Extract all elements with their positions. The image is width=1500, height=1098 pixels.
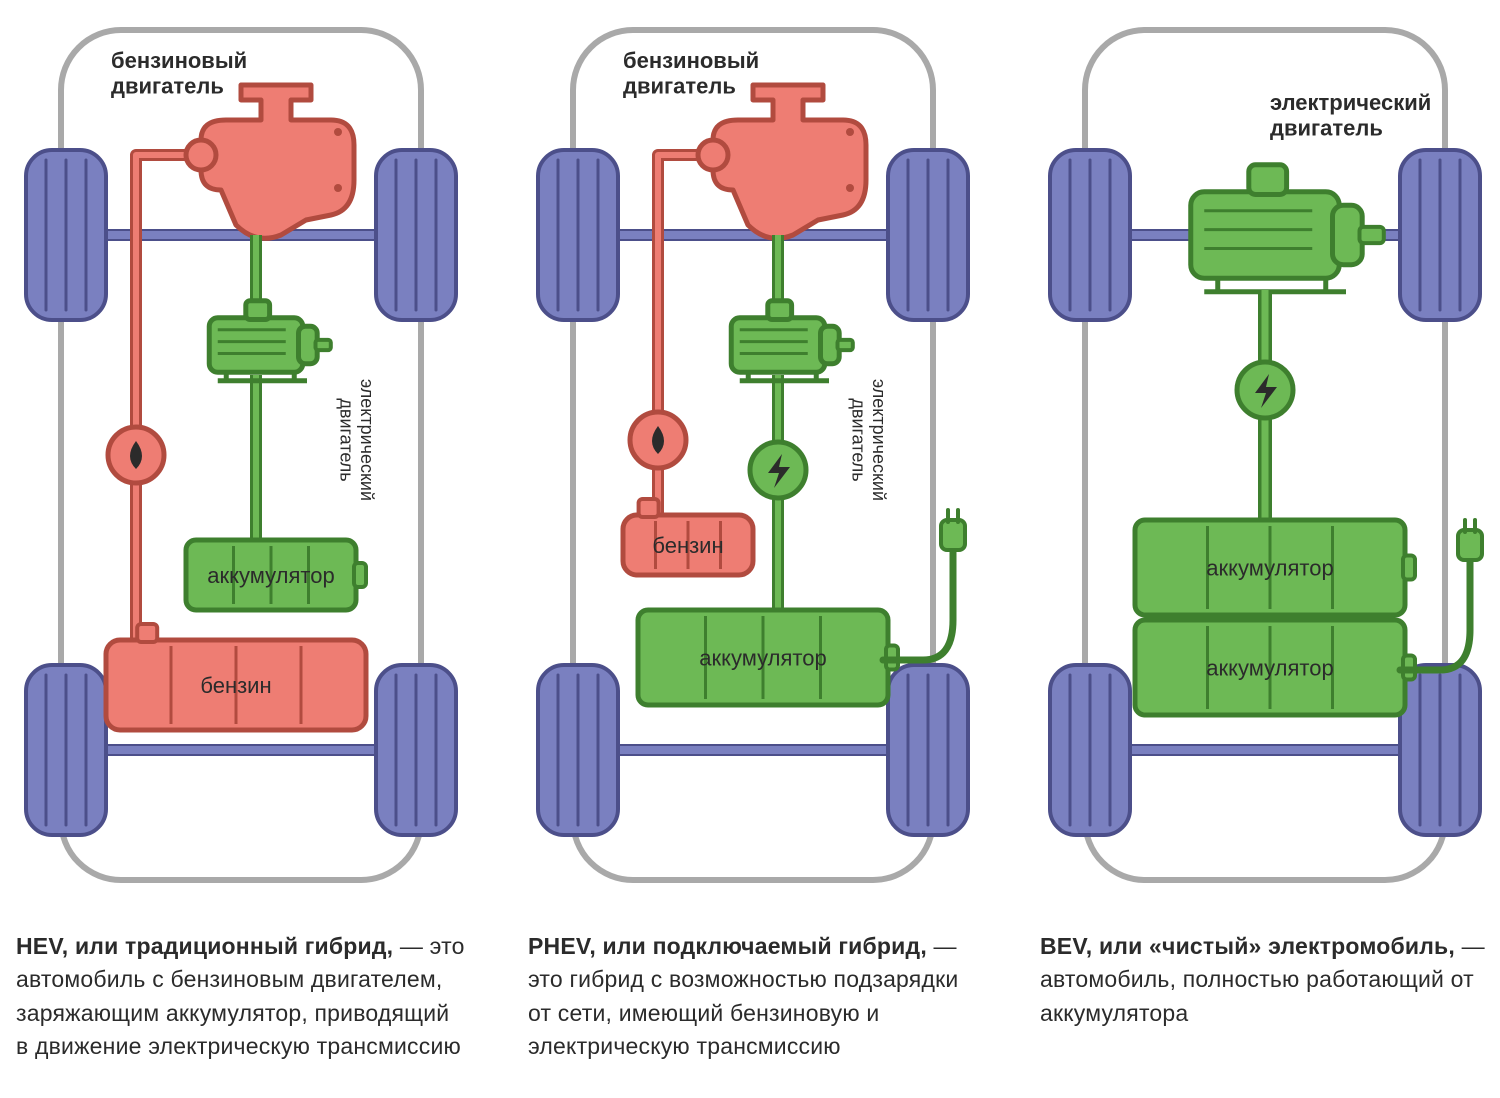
svg-text:аккумулятор: аккумулятор — [1206, 556, 1333, 581]
bev-description: BEV, или «чистый» электромобиль, — автом… — [1040, 930, 1490, 1030]
svg-text:аккумулятор: аккумулятор — [1206, 656, 1333, 681]
hev-title: HEV, или традиционный гибрид, — [16, 933, 393, 959]
bev-title: BEV, или «чистый» электромобиль, — [1040, 933, 1455, 959]
svg-text:электрическийдвигатель: электрическийдвигатель — [1270, 90, 1431, 140]
phev-title: PHEV, или подключаемый гибрид, — [528, 933, 927, 959]
hev-column: бензиновыйдвигатель электрическийдвигател… — [16, 10, 466, 1063]
svg-text:аккумулятор: аккумулятор — [207, 563, 334, 588]
svg-text:бензин: бензин — [652, 533, 723, 558]
svg-text:бензиновыйдвигатель: бензиновыйдвигатель — [111, 48, 247, 98]
phev-diagram: бензиновыйдвигатель бензин электрическийдв… — [528, 10, 978, 900]
bev-column: электрическийдвигатель аккумулятор аккумул… — [1040, 10, 1490, 1063]
phev-description: PHEV, или подключаемый гибрид, — это гиб… — [528, 930, 978, 1063]
svg-text:электрическийдвигатель: электрическийдвигатель — [848, 379, 889, 501]
diagram-row: бензиновыйдвигатель электрическийдвигател… — [0, 0, 1500, 1063]
svg-text:бензиновыйдвигатель: бензиновыйдвигатель — [623, 48, 759, 98]
svg-text:бензин: бензин — [200, 673, 271, 698]
phev-column: бензиновыйдвигатель бензин электрическийдв… — [528, 10, 978, 1063]
svg-text:электрическийдвигатель: электрическийдвигатель — [336, 379, 377, 501]
svg-text:аккумулятор: аккумулятор — [699, 646, 826, 671]
bev-diagram: электрическийдвигатель аккумулятор аккумул… — [1040, 10, 1490, 900]
hev-description: HEV, или традиционный гибрид, — это авто… — [16, 930, 466, 1063]
hev-diagram: бензиновыйдвигатель электрическийдвигател… — [16, 10, 466, 900]
